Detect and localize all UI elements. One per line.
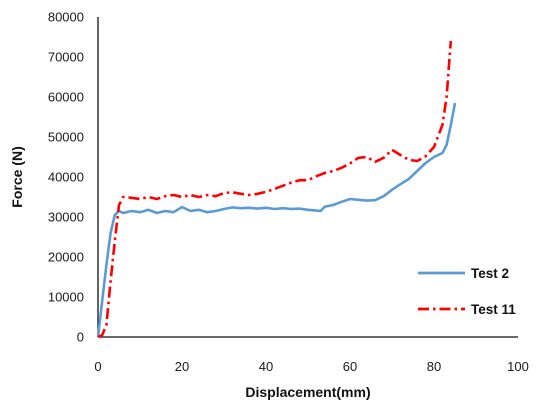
legend-label-test-2: Test 2 (471, 266, 509, 281)
x-tick-label: 60 (343, 359, 357, 374)
y-tick-label: 60000 (48, 90, 84, 105)
legend-label-test-11: Test 11 (471, 302, 516, 317)
x-tick-label: 100 (507, 359, 529, 374)
series-line-test-2 (96, 102, 457, 338)
y-tick-label: 10000 (48, 290, 84, 305)
legend: Test 2 Test 11 (418, 266, 516, 317)
x-tick-label: 80 (427, 359, 441, 374)
x-tick-label: 0 (94, 359, 101, 374)
y-tick-label: 0 (77, 330, 84, 345)
y-tick-label: 70000 (48, 50, 84, 65)
x-tick-label: 40 (259, 359, 273, 374)
x-axis-ticks: 0 20 40 60 80 100 (94, 359, 528, 374)
y-tick-label: 80000 (48, 10, 84, 25)
x-axis-title: Displacement(mm) (245, 384, 370, 400)
y-tick-label: 40000 (48, 170, 84, 185)
x-tick-label: 20 (175, 359, 189, 374)
y-axis-title: Force (N) (9, 146, 25, 207)
y-axis-ticks: 0 10000 20000 30000 40000 50000 60000 70000 8000… (48, 10, 84, 345)
y-tick-label: 50000 (48, 130, 84, 145)
series-layer (96, 40, 457, 339)
y-tick-label: 30000 (48, 210, 84, 225)
y-tick-label: 20000 (48, 250, 84, 265)
series-line-test-11 (97, 40, 453, 339)
